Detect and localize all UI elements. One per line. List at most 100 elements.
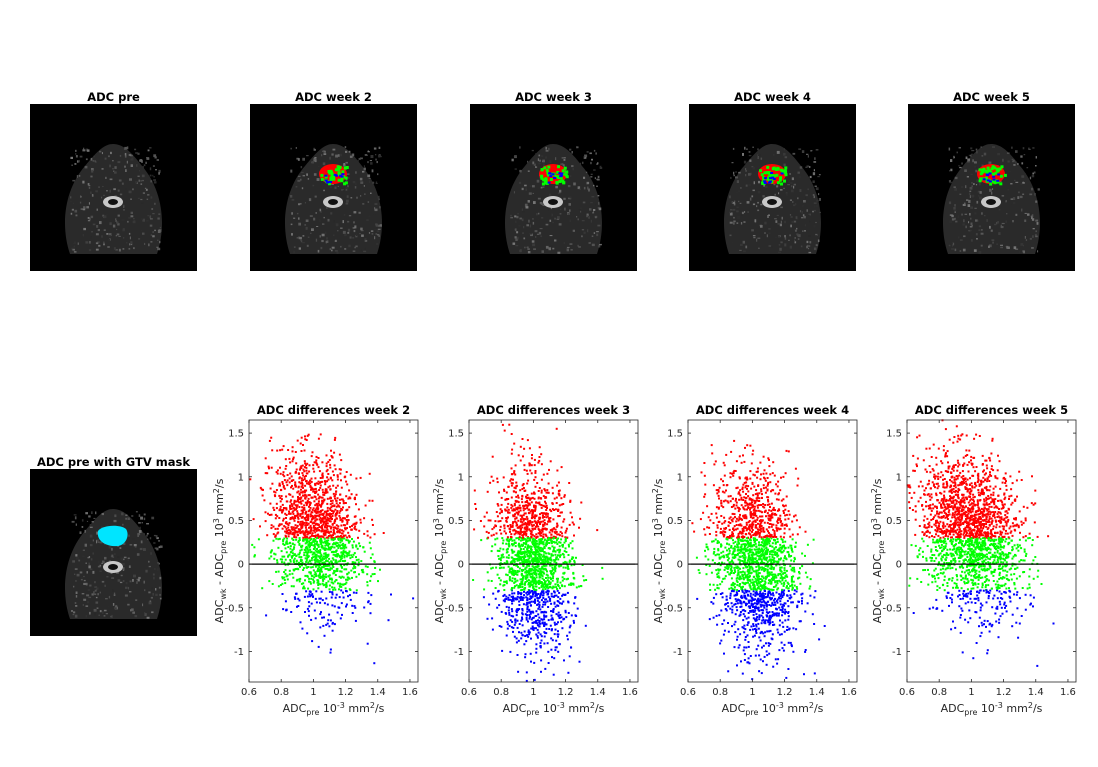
data-point [266,472,269,475]
data-point [534,547,537,550]
data-point [326,536,329,539]
data-point [308,536,311,539]
data-point [348,489,351,492]
data-point [330,530,332,533]
data-point [310,480,313,483]
texture-speck [980,244,983,247]
overlay-stable [554,174,558,178]
data-point [281,503,284,506]
texture-speck [990,229,993,232]
data-point [333,569,336,572]
texture-speck [749,172,752,176]
data-point [311,516,314,519]
data-point [316,463,319,466]
data-point [286,522,289,525]
texture-speck [77,160,79,163]
texture-speck [732,201,735,204]
data-point [267,465,270,468]
data-point [298,481,301,484]
data-point [319,626,322,629]
data-point [327,569,330,572]
texture-speck [121,182,124,185]
data-point [338,596,341,599]
overlay-stable [772,166,776,170]
data-point [316,527,319,530]
texture-speck [151,208,154,210]
texture-speck [576,216,578,218]
texture-speck [596,185,598,187]
texture-speck [1023,250,1025,254]
texture-speck [749,159,752,162]
texture-speck [364,247,366,250]
texture-speck [367,201,370,203]
texture-speck [778,244,781,246]
data-point [328,574,331,577]
data-point [552,577,554,580]
texture-speck [296,157,299,160]
data-point [314,535,317,537]
overlay-stable [760,173,764,177]
data-point [526,550,529,553]
data-point [527,479,530,482]
data-point [536,635,539,638]
data-point [529,469,532,472]
data-point [325,585,328,588]
data-point [340,589,343,592]
texture-speck [85,512,88,515]
data-point [359,518,362,521]
texture-speck [590,201,593,204]
texture-speck [974,161,977,164]
data-point [328,588,331,591]
overlay-decrease [763,177,767,180]
texture-speck [349,236,352,239]
texture-speck [789,234,791,237]
texture-speck [316,178,320,181]
overlay-stable [979,168,983,172]
data-point [474,503,477,505]
data-point [536,636,539,639]
data-point [325,520,328,523]
texture-speck [1006,213,1008,215]
data-point [308,494,311,497]
texture-speck [793,220,797,223]
data-point [335,511,338,514]
texture-speck [740,222,743,225]
data-point [355,591,358,594]
data-point [518,567,521,570]
data-point [325,576,328,579]
data-point [266,534,269,537]
texture-speck [814,205,816,208]
texture-speck [99,591,101,594]
data-point [326,528,329,531]
texture-speck [320,210,322,213]
data-point [312,488,315,491]
data-point [273,490,276,493]
mri-image-week2 [250,104,417,271]
data-point [508,611,511,614]
data-point [538,543,541,546]
texture-speck [113,519,117,523]
data-point [502,476,505,479]
texture-speck [76,573,80,577]
data-point [292,479,295,482]
texture-speck [148,591,151,594]
texture-speck [953,186,956,188]
data-point [357,561,360,564]
texture-speck [122,569,125,571]
data-point [357,558,360,561]
y-tick-label: 0.5 [228,516,244,527]
data-point [538,456,541,458]
data-point [295,514,298,517]
texture-speck [541,217,544,219]
data-point [560,564,563,567]
data-point [301,512,304,515]
data-point [526,598,529,601]
data-point [340,585,343,588]
texture-speck [970,217,972,220]
texture-speck [295,147,297,149]
texture-speck [314,157,317,159]
data-point [309,581,312,584]
data-point [523,590,525,593]
data-point [543,516,546,518]
overlay-stable [345,166,349,169]
